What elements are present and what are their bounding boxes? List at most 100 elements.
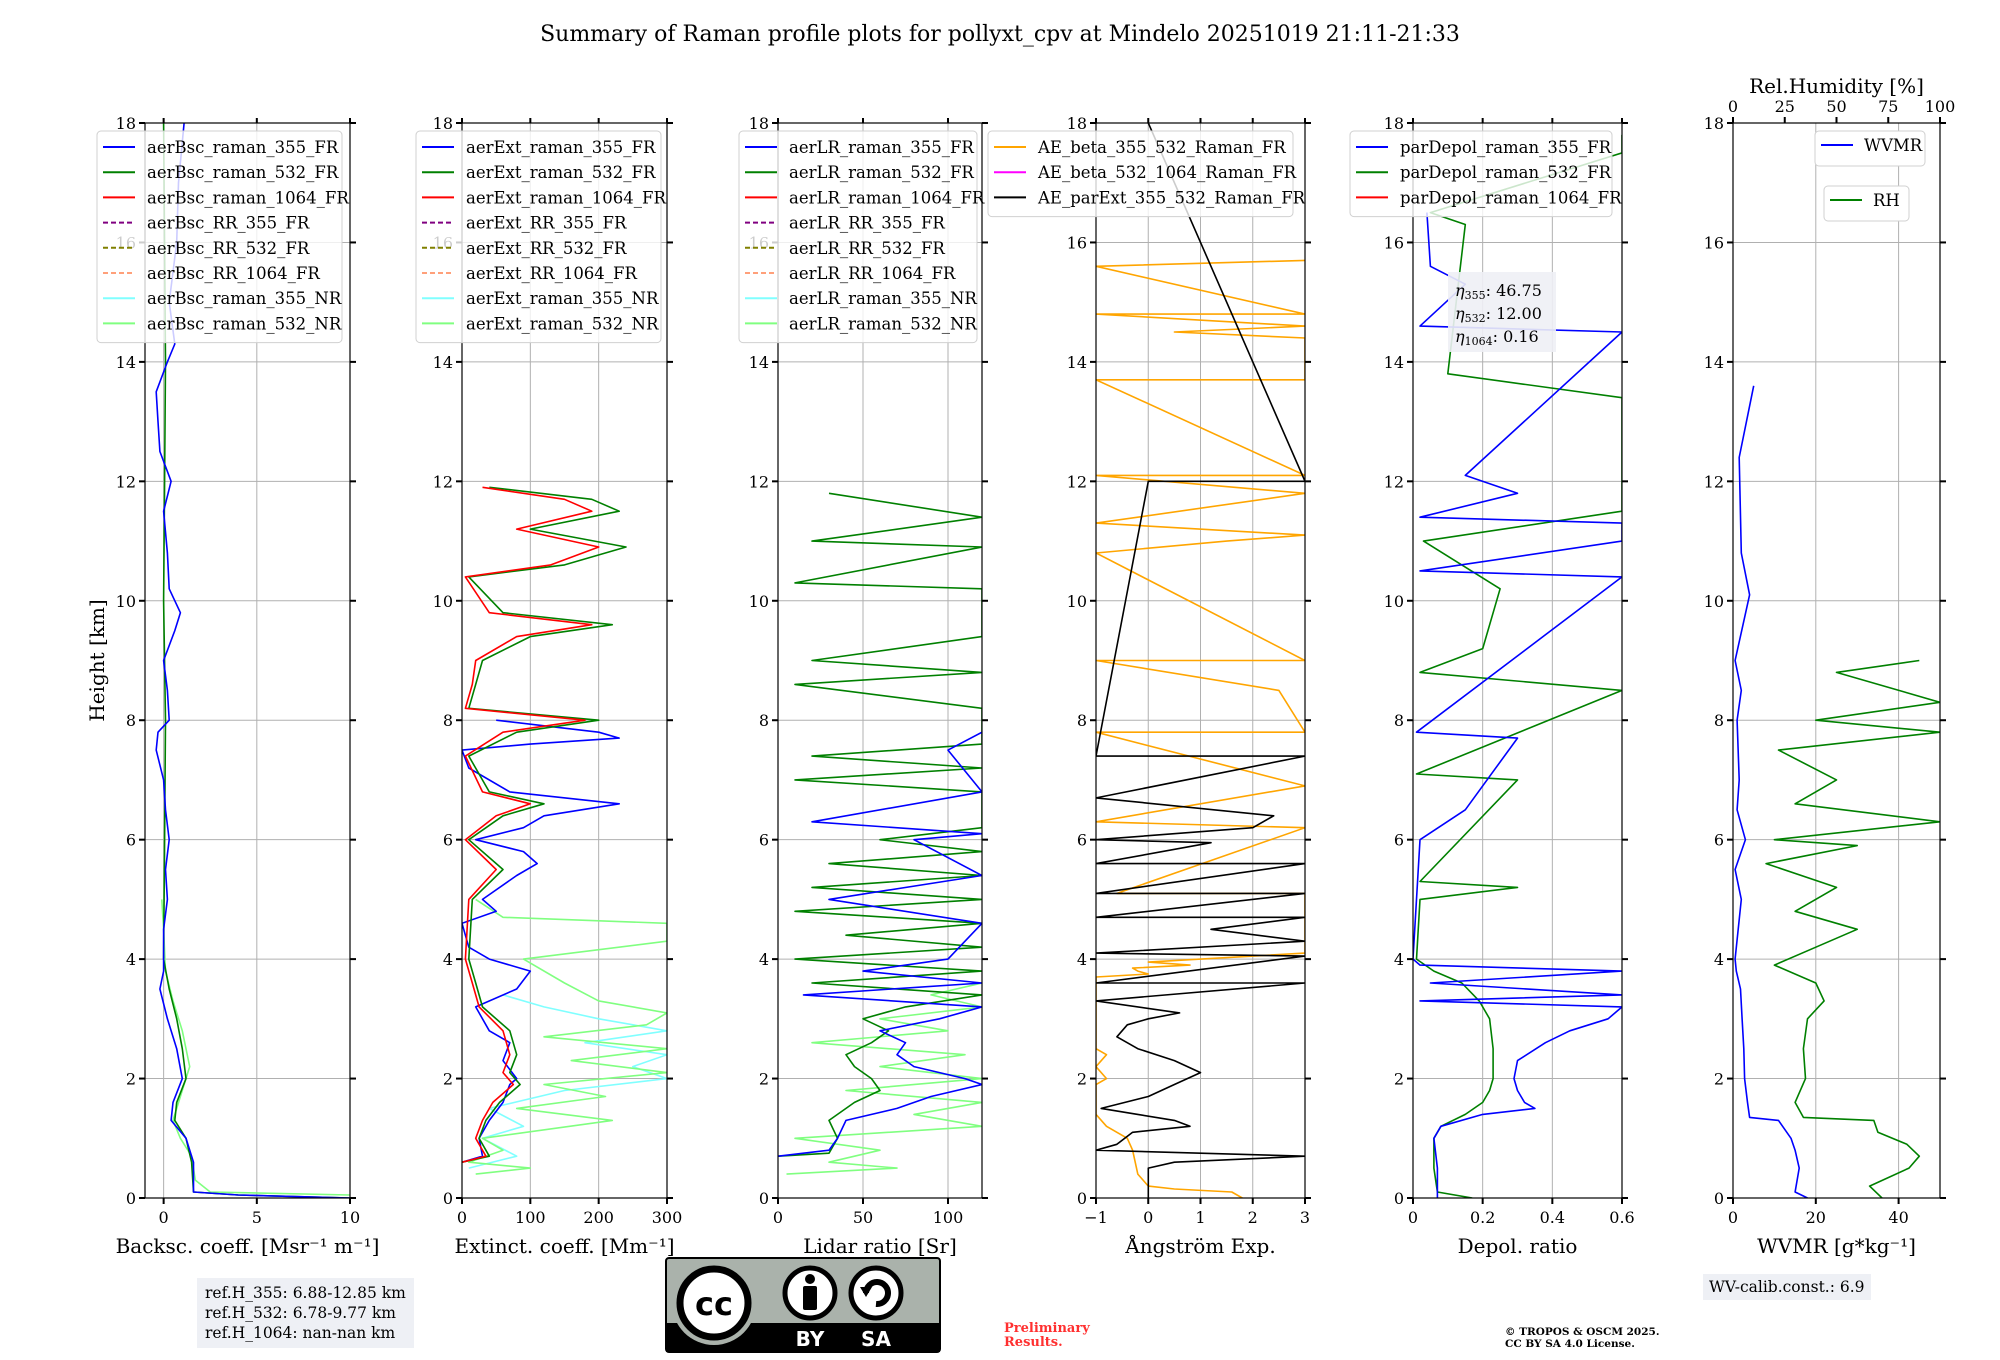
legend-label: aerLR_raman_1064_FR <box>789 188 985 207</box>
legend-wvmr: WVMR <box>1814 130 1926 167</box>
y-tick-label: 2 <box>126 1070 136 1089</box>
y-tick-label: 4 <box>1714 950 1724 969</box>
series-group <box>155 123 350 1198</box>
legend-label: aerBsc_raman_355_FR <box>147 138 339 157</box>
y-tick-label: 10 <box>433 592 453 611</box>
legend-label: aerLR_RR_355_FR <box>789 214 945 233</box>
y-tick-label: 12 <box>1384 472 1404 491</box>
legend-label: RH <box>1873 191 1900 210</box>
reference-height-box: ref.H_355: 6.88-12.85 km ref.H_532: 6.78… <box>197 1278 414 1348</box>
legend-label: aerExt_raman_1064_FR <box>466 188 666 207</box>
attribution-icon <box>782 1265 838 1321</box>
y-tick-label: 0 <box>1077 1189 1087 1208</box>
y-tick-label: 4 <box>126 950 136 969</box>
x-tick-label: 5 <box>252 1208 262 1227</box>
y-tick-label: 8 <box>1077 711 1087 730</box>
x-tick-label: 0 <box>773 1208 783 1227</box>
y-tick-label: 0 <box>1714 1189 1724 1208</box>
legend: parDepol_raman_355_FR parDepol_raman_532_… <box>1349 130 1622 218</box>
y-tick-label: 8 <box>1714 711 1724 730</box>
legend-label: aerLR_raman_355_NR <box>789 289 977 308</box>
x-tick-label: 0 <box>159 1208 169 1227</box>
series-line-aerExt_raman_532_FR <box>462 486 627 1163</box>
y-tick-label: 18 <box>749 114 769 133</box>
legend-label: aerExt_raman_355_FR <box>466 138 656 157</box>
axes-frame <box>461 122 668 1199</box>
y-tick-label: 10 <box>1384 592 1404 611</box>
series-line-AE_parExt_355_532_Raman_FR <box>1096 123 1305 1198</box>
preliminary-line-1: Preliminary <box>1004 1321 1090 1336</box>
x-tick-top-label: 100 <box>1925 97 1956 116</box>
legend-frame <box>1349 130 1613 218</box>
legend-label: AE_beta_532_1064_Raman_FR <box>1037 163 1297 182</box>
legend-label: AE_beta_355_532_Raman_FR <box>1037 138 1286 157</box>
x-tick-label: 100 <box>933 1208 964 1227</box>
y-tick-label: 6 <box>759 831 769 850</box>
panel-3: 050100024681012141618Lidar ratio [Sr]aer… <box>738 114 988 1258</box>
y-tick-label: 14 <box>1704 353 1724 372</box>
legend-label: aerExt_raman_355_NR <box>466 289 659 308</box>
y-tick-label: 18 <box>1704 114 1724 133</box>
x-tick-label: 0.6 <box>1609 1208 1634 1227</box>
y-tick-label: 4 <box>759 950 769 969</box>
x-tick-top-label: 0 <box>1728 97 1738 116</box>
legend-frame <box>987 130 1294 218</box>
copyright-line-2: CC BY SA 4.0 License. <box>1505 1338 1635 1350</box>
series-line-RH <box>1765 659 1940 1198</box>
y-axis-label: Height [km] <box>85 599 109 721</box>
x-tick-top-label: 50 <box>1826 97 1846 116</box>
series-group <box>778 492 982 1175</box>
x-axis-top-label: Rel.Humidity [%] <box>1749 74 1924 98</box>
y-tick-label: 8 <box>759 711 769 730</box>
legend-label: parDepol_raman_532_FR <box>1400 163 1612 182</box>
y-tick-label: 6 <box>1077 831 1087 850</box>
svg-text:cc: cc <box>695 1285 733 1323</box>
y-tick-label: 0 <box>759 1189 769 1208</box>
legend-label: aerLR_RR_532_FR <box>789 239 945 258</box>
x-axis-label: Backsc. coeff. [Msr⁻¹ m⁻¹] <box>116 1234 380 1258</box>
legend-label: parDepol_raman_355_FR <box>1400 138 1612 157</box>
legend-label: aerBsc_RR_532_FR <box>147 239 310 258</box>
figure-title: Summary of Raman profile plots for polly… <box>540 22 1460 47</box>
legend-frame <box>1814 130 1926 167</box>
legend: aerExt_raman_355_FR aerExt_raman_532_FRae… <box>415 130 666 344</box>
y-tick-label: 2 <box>1077 1070 1087 1089</box>
x-tick-label: 200 <box>583 1208 614 1227</box>
share-alike-icon <box>848 1265 904 1321</box>
y-tick-label: 16 <box>1384 233 1404 252</box>
x-tick-top-label: 75 <box>1878 97 1898 116</box>
preliminary-notice: Preliminary Results. <box>1004 1322 1090 1350</box>
x-tick-label: 1 <box>1195 1208 1205 1227</box>
y-tick-label: 12 <box>116 472 136 491</box>
y-tick-label: 6 <box>1714 831 1724 850</box>
series-line-parDepol_raman_355_FR <box>1413 212 1622 1198</box>
badge-by-label: BY <box>796 1327 825 1351</box>
y-tick-label: 12 <box>749 472 769 491</box>
series-line-aerLR_raman_355_FR <box>778 731 982 1157</box>
legend-label: AE_parExt_355_532_Raman_FR <box>1037 188 1306 207</box>
y-tick-label: 18 <box>1384 114 1404 133</box>
panel-2: 0100200300024681012141618Extinct. coeff.… <box>415 114 683 1258</box>
legend-label: WVMR <box>1864 136 1923 155</box>
series-line-aerLR_raman_532_NR <box>786 982 982 1175</box>
ref-height-355: ref.H_355: 6.88-12.85 km <box>205 1284 406 1302</box>
x-tick-label: 300 <box>652 1208 683 1227</box>
series-line-aerExt_raman_1064_FR <box>462 486 600 1163</box>
y-tick-label: 12 <box>433 472 453 491</box>
badge-sa-label: SA <box>861 1327 891 1351</box>
y-tick-label: 0 <box>126 1189 136 1208</box>
axes-frame <box>777 122 983 1199</box>
y-tick-label: 6 <box>443 831 453 850</box>
x-tick-label: −1 <box>1084 1208 1108 1227</box>
legend-label: aerLR_RR_1064_FR <box>789 264 956 283</box>
y-tick-label: 0 <box>1394 1189 1404 1208</box>
y-tick-label: 2 <box>443 1070 453 1089</box>
x-tick-label: 0 <box>1728 1208 1738 1227</box>
copyright-line-1: © TROPOS & OSCM 2025. <box>1505 1326 1660 1338</box>
legend-label: aerBsc_raman_1064_FR <box>147 188 349 207</box>
x-tick-label: 10 <box>340 1208 360 1227</box>
series-line-aerExt_raman_355_FR <box>462 719 620 1163</box>
series-group <box>1734 385 1940 1198</box>
